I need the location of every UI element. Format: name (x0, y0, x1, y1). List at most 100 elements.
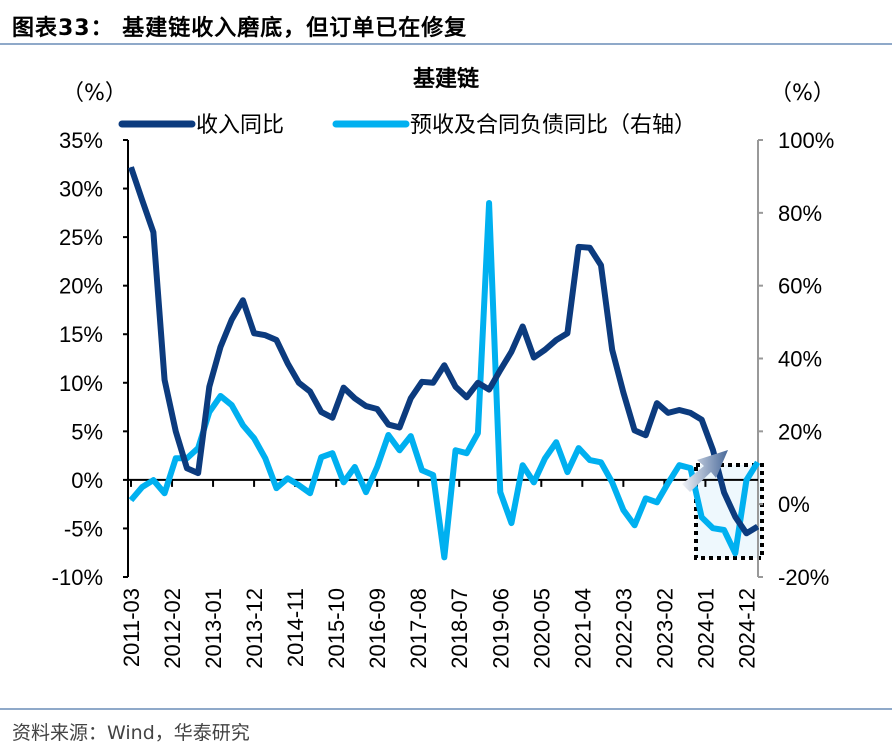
series-line-advance (128, 200, 761, 561)
data-point-revenue (600, 264, 602, 266)
data-point-revenue (488, 389, 490, 391)
data-point-revenue (544, 349, 546, 351)
x-tick-label: 2019-06 (488, 588, 513, 669)
left-tick-label: 0% (71, 468, 103, 493)
data-point-advance (432, 474, 434, 476)
data-point-advance (175, 457, 177, 459)
data-point-revenue (164, 379, 166, 381)
data-point-revenue (443, 364, 445, 366)
data-point-revenue (275, 339, 277, 341)
data-point-advance (331, 452, 333, 454)
data-point-advance (555, 441, 557, 443)
data-point-revenue (723, 492, 725, 494)
data-point-revenue (466, 396, 468, 398)
data-point-revenue (622, 391, 624, 393)
data-point-advance (701, 516, 703, 518)
x-tick-label: 2024-01 (693, 588, 718, 669)
data-point-revenue (387, 424, 389, 426)
left-tick-label: 30% (59, 177, 103, 202)
data-point-revenue (399, 426, 401, 428)
data-point-revenue (455, 386, 457, 388)
data-point-revenue (745, 532, 747, 534)
chart-title: 基建链 (413, 66, 479, 92)
data-point-revenue (667, 412, 669, 414)
data-point-revenue (331, 417, 333, 419)
left-tick-label: 25% (59, 225, 103, 250)
data-point-revenue (701, 419, 703, 421)
data-point-revenue (656, 402, 658, 404)
data-point-advance (622, 509, 624, 511)
data-point-revenue (298, 382, 300, 384)
legend: 收入同比 预收及合同负债同比（右轴） (118, 113, 696, 138)
x-tick-label: 2012-02 (160, 588, 185, 669)
data-point-revenue (757, 526, 759, 528)
data-point-revenue (197, 472, 199, 474)
left-tick-label: 15% (59, 322, 103, 347)
data-point-advance (275, 487, 277, 489)
data-point-advance (611, 481, 613, 483)
data-point-revenue (220, 346, 222, 348)
data-point-advance (578, 447, 580, 449)
data-point-advance (287, 477, 289, 479)
data-point-revenue (510, 351, 512, 353)
data-point-revenue (208, 386, 210, 388)
data-point-advance (253, 437, 255, 439)
data-point-advance (656, 501, 658, 503)
data-point-revenue (690, 412, 691, 414)
right-tick-label: 0% (778, 492, 810, 517)
data-point-advance (466, 452, 468, 454)
x-tick-label: 2015-10 (324, 588, 349, 669)
data-point-advance (443, 556, 445, 558)
data-point-revenue (287, 362, 289, 364)
data-point-revenue (712, 449, 714, 451)
data-point-revenue (365, 405, 367, 407)
data-point-revenue (566, 332, 568, 334)
data-point-advance (309, 492, 311, 494)
left-tick-label: 5% (71, 419, 103, 444)
left-tick-label: 10% (59, 371, 103, 396)
right-tick-label: 40% (778, 347, 822, 372)
data-point-revenue (611, 349, 613, 351)
data-point-advance (488, 202, 490, 204)
data-point-advance (477, 432, 479, 434)
data-point-revenue (231, 319, 233, 321)
x-tick-label: 2022-03 (611, 588, 636, 669)
data-point-advance (589, 459, 591, 461)
data-point-advance (410, 435, 412, 437)
left-tick-label: -10% (52, 565, 103, 590)
data-point-revenue (242, 299, 244, 301)
data-point-revenue (253, 332, 255, 334)
legend-label-advance: 预收及合同负债同比（右轴） (410, 113, 696, 138)
data-point-revenue (578, 246, 580, 248)
right-axis-unit: （%） (770, 81, 835, 106)
data-point-revenue (589, 247, 591, 249)
data-point-revenue (645, 434, 647, 436)
data-point-advance (522, 464, 524, 466)
x-tick-label: 2023-02 (652, 588, 677, 669)
data-point-advance (634, 524, 636, 526)
data-point-advance (544, 457, 546, 459)
data-point-advance (130, 499, 132, 501)
right-tick-label: 60% (778, 274, 822, 299)
data-point-revenue (499, 369, 501, 371)
data-point-advance (667, 482, 669, 484)
x-tick-label: 2013-01 (201, 588, 226, 669)
data-point-advance (298, 484, 300, 486)
data-point-revenue (477, 382, 479, 384)
data-point-advance (678, 464, 680, 466)
x-tick-label: 2018-07 (447, 588, 472, 669)
data-point-advance (399, 449, 401, 451)
data-point-advance (690, 467, 691, 469)
data-point-revenue (343, 387, 345, 389)
data-point-revenue (152, 231, 154, 233)
x-tick-label: 2021-04 (570, 588, 595, 669)
data-point-revenue (678, 409, 680, 411)
x-tick-label: 2020-05 (529, 588, 554, 669)
data-point-advance (365, 491, 367, 493)
data-point-advance (343, 481, 345, 483)
data-point-advance (164, 492, 166, 494)
x-tick-label: 2016-09 (365, 588, 390, 669)
data-point-advance (566, 471, 568, 473)
data-point-revenue (141, 199, 143, 201)
